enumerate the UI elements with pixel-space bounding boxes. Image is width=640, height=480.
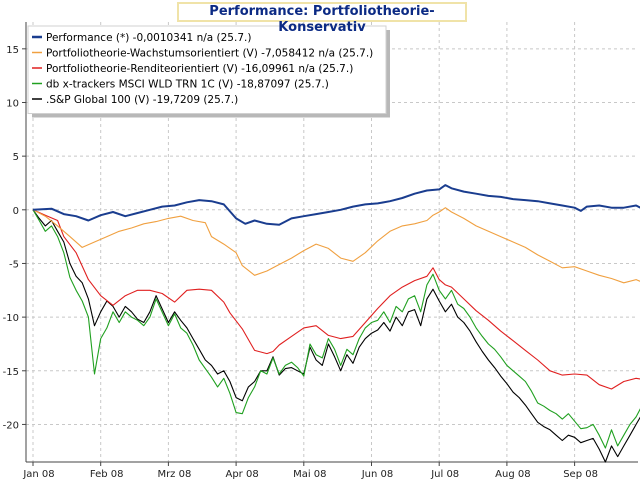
x-tick-label: Feb 08 (90, 469, 124, 480)
x-tick-label: Sep 08 (563, 469, 598, 480)
legend: Performance (*) -0,0010341 n/a (25.7.) Po… (27, 25, 390, 118)
legend-entry-4: db x-trackers MSCI WLD TRN 1C (V) -18,87… (46, 79, 329, 91)
x-tick-label: Apr 08 (225, 469, 258, 480)
legend-entry-2: Portfoliotheorie-Wachstumsorientiert (V)… (46, 48, 373, 60)
axes: 15 10 5 0 -5 -10 -15 -20 Jan 08 Feb 08 Mrz 08 Apr 0… (3, 22, 638, 480)
y-tick-label: 15 (6, 45, 19, 56)
series-lines (32, 184, 640, 463)
y-tick-label: -20 (3, 420, 19, 431)
y-tick-label: -10 (3, 313, 19, 324)
y-tick-label: -15 (3, 367, 19, 378)
x-tick-label: Jul 08 (430, 469, 459, 480)
legend-entry-5: .S&P Global 100 (V) -19,7209 (25.7.) (46, 94, 238, 106)
legend-entry-1: Performance (*) -0,0010341 n/a (25.7.) (46, 32, 251, 44)
series-line-2 (32, 207, 640, 284)
legend-box (27, 25, 387, 114)
y-tick-label: -5 (9, 259, 19, 270)
x-tick-label: Jan 08 (22, 469, 54, 480)
series-line-4 (32, 209, 640, 449)
y-tick-label: 0 (13, 206, 19, 217)
y-tick-label: 5 (13, 152, 19, 163)
x-tick-label: Mrz 08 (157, 469, 191, 480)
x-tick-label: Jun 08 (361, 469, 394, 480)
series-line-5 (32, 209, 640, 463)
y-tick-label: 10 (6, 98, 19, 109)
x-tick-label: Mai 08 (293, 469, 326, 480)
series-line-1 (32, 184, 640, 226)
chart-title: Performance: Portfoliotheorie-Konservati… (177, 2, 467, 35)
x-tick-label: Aug 08 (495, 469, 530, 480)
legend-entry-3: Portfoliotheorie-Renditeorientiert (V) -… (46, 63, 353, 75)
series-line-3 (32, 209, 640, 390)
